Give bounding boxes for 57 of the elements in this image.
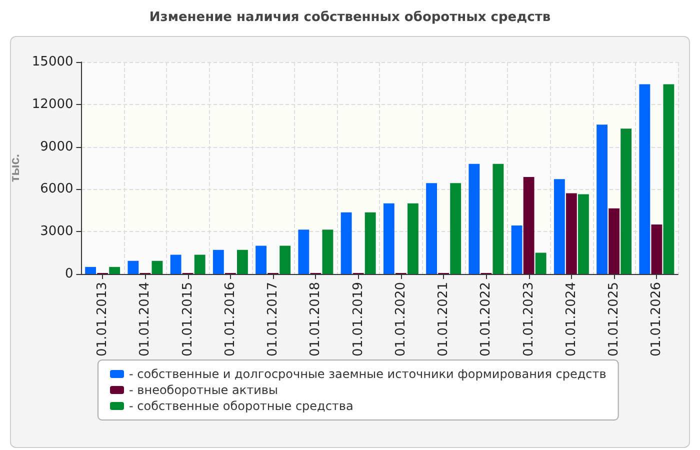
bar	[298, 230, 310, 274]
legend-label: - внеоборотные активы	[129, 383, 278, 397]
chart-title: Изменение наличия собственных оборотных средств	[148, 10, 552, 25]
legend-label: - собственные и долгосрочные заемные источники формирования средств	[129, 367, 606, 381]
bar	[340, 212, 352, 274]
x-tick-label: 01.01.2026	[649, 282, 664, 356]
x-tick-label: 01.01.2018	[308, 282, 324, 356]
bar	[128, 260, 139, 274]
x-tick-label: 01.01.2017	[266, 282, 281, 356]
x-tick-label: 01.01.2022	[478, 282, 494, 356]
x-tick-label: 01.01.2024	[564, 282, 579, 356]
bar	[566, 193, 577, 274]
x-tick-label: 01.01.2025	[606, 282, 622, 356]
x-tick-label: 01.01.2019	[350, 282, 366, 356]
bar	[322, 230, 334, 274]
bar	[523, 177, 534, 274]
x-tick-label: 01.01.2015	[180, 282, 196, 356]
y-tick-label: 6000	[40, 182, 74, 197]
y-tick-label: 3000	[40, 224, 74, 240]
bar	[426, 183, 438, 274]
bar	[256, 246, 267, 274]
x-tick-label: 01.01.2023	[521, 282, 536, 356]
bar	[578, 194, 589, 274]
bar	[194, 254, 206, 274]
y-tick-label: 12000	[32, 96, 74, 112]
bar	[170, 254, 182, 274]
x-tick-label: 01.01.2020	[393, 282, 408, 356]
bar	[535, 252, 546, 274]
y-tick-label: 9000	[40, 139, 74, 154]
bar	[651, 224, 662, 274]
bar	[492, 164, 504, 274]
y-tick-label: 15000	[32, 54, 74, 70]
bar	[152, 260, 163, 274]
bar	[236, 250, 248, 274]
x-tick-label: 01.01.2021	[436, 282, 452, 356]
bar	[212, 250, 224, 274]
bar	[608, 208, 620, 274]
x-tick-label: 01.01.2014	[138, 282, 153, 356]
bar	[109, 266, 120, 274]
bar	[639, 84, 650, 274]
y-axis-title: тыс.	[7, 154, 22, 182]
legend-label: - собственные оборотные средства	[129, 399, 354, 413]
bar	[280, 246, 291, 274]
bar	[554, 179, 565, 274]
bar	[450, 183, 462, 274]
x-tick-label: 01.01.2016	[222, 282, 238, 356]
bar	[511, 226, 522, 274]
bar	[663, 84, 674, 274]
bar	[596, 124, 608, 274]
x-tick-label: 01.01.2013	[95, 282, 110, 356]
bar	[468, 164, 480, 274]
bar	[407, 203, 418, 274]
bar	[620, 128, 632, 274]
bar	[364, 212, 376, 274]
y-tick-label: 0	[64, 266, 74, 282]
bar	[383, 203, 394, 274]
bar	[85, 266, 96, 274]
